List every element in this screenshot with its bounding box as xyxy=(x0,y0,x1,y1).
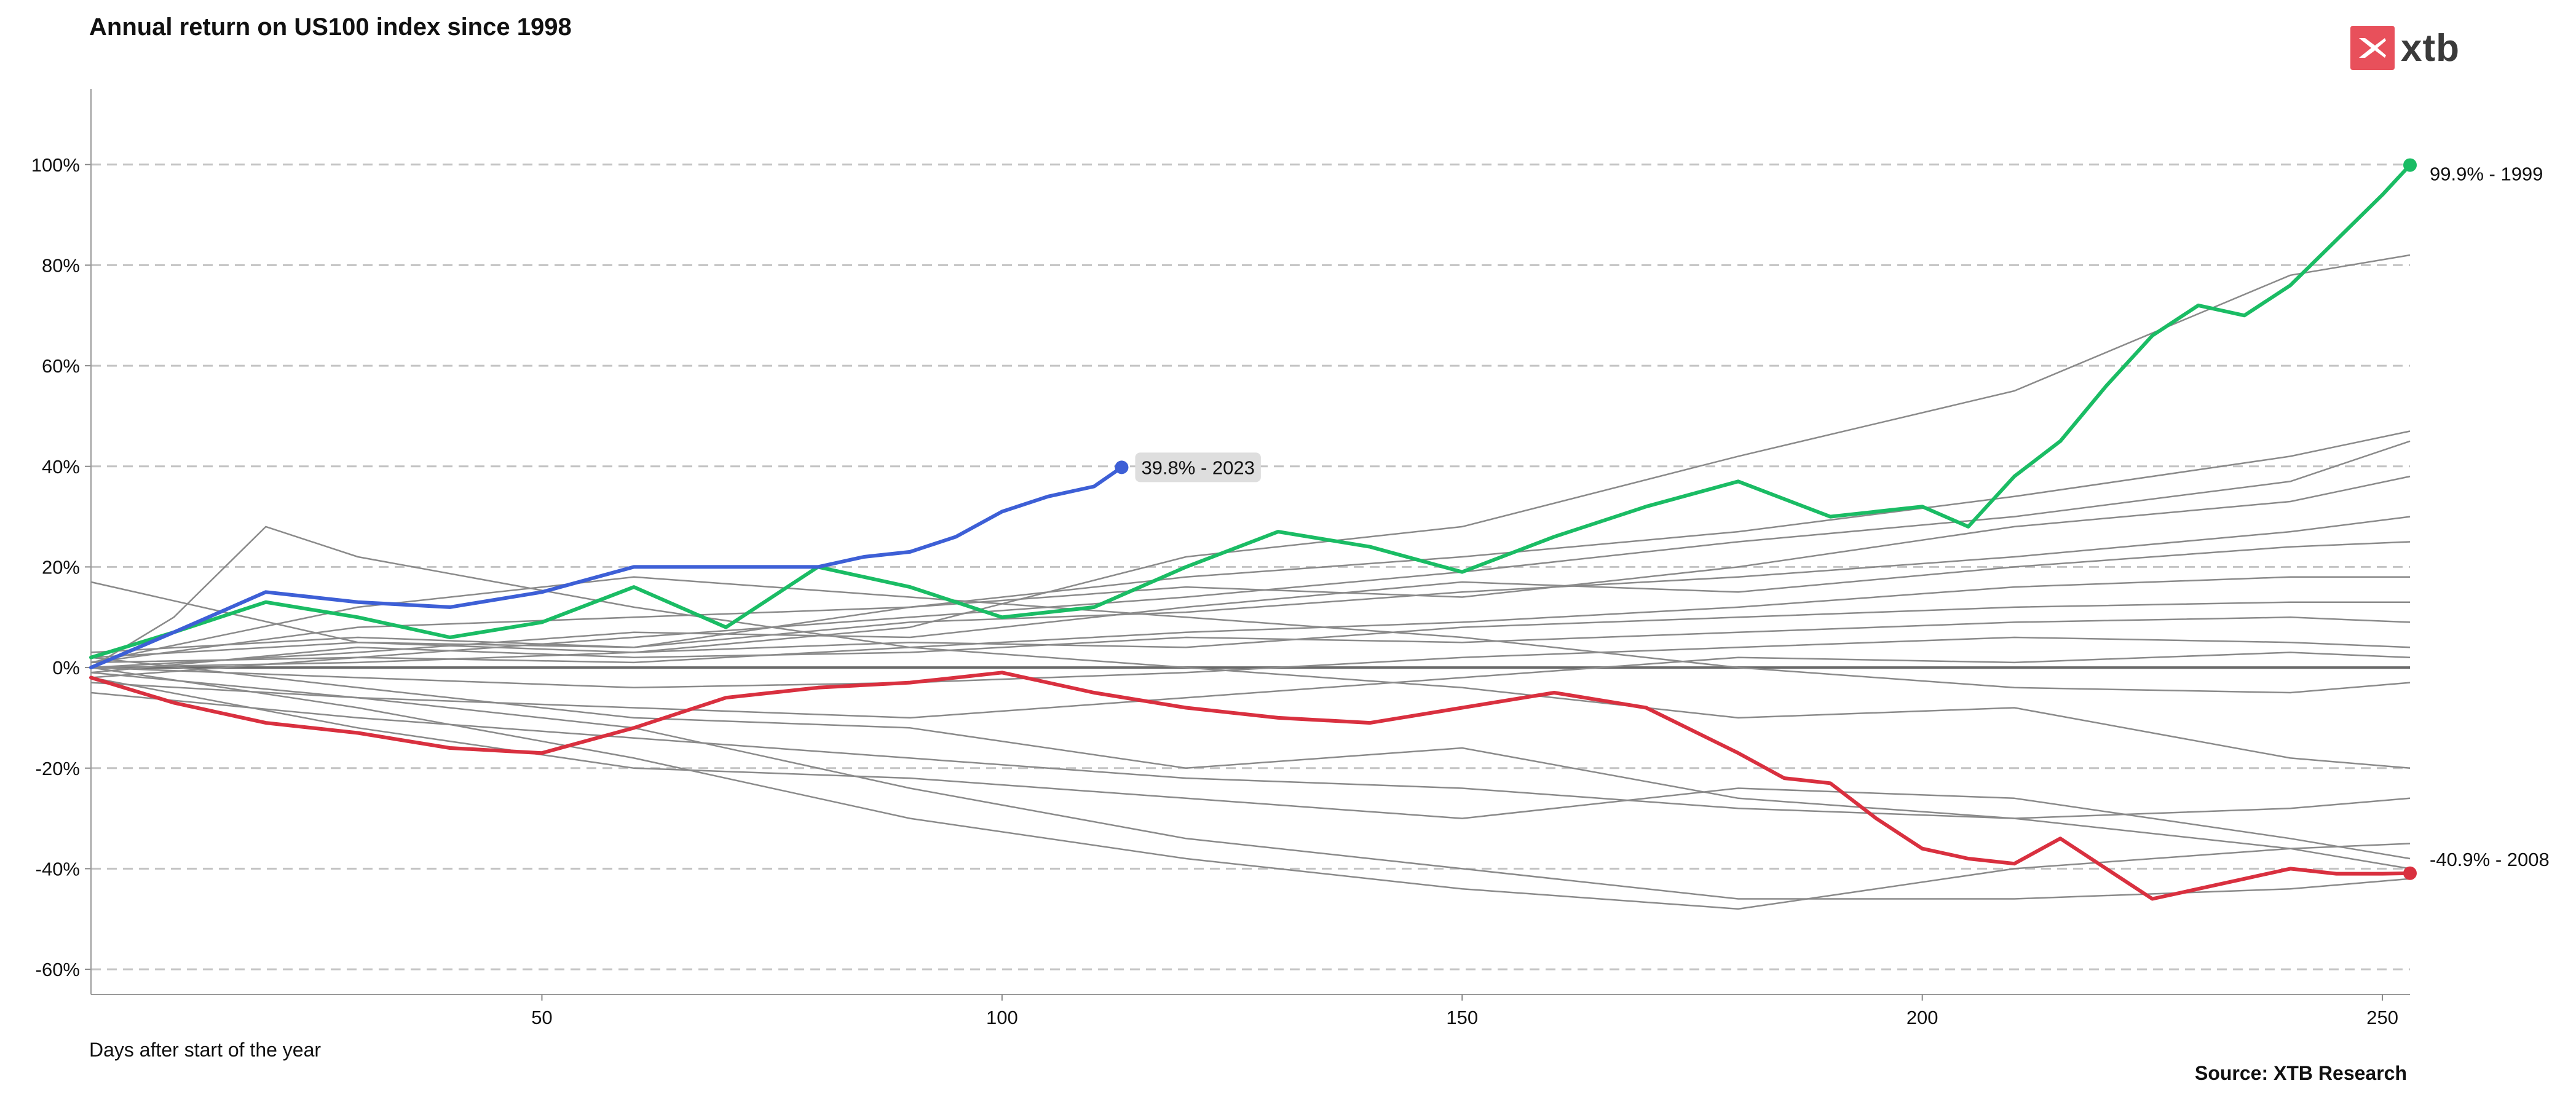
annotation-label-2023: 39.8% - 2023 xyxy=(1141,457,1254,478)
y-tick-label: -40% xyxy=(36,858,80,880)
annotations-group: 99.9% - 1999 39.8% - 2023 -40.9% - 2008 xyxy=(1135,163,2550,870)
annotation-label-2008: -40.9% - 2008 xyxy=(2430,849,2550,870)
background-series-line xyxy=(90,541,2411,669)
series-endpoint-2023 xyxy=(1115,460,1129,474)
background-series-line xyxy=(90,656,2411,870)
xtb-logo-text: xtb xyxy=(2401,26,2460,69)
chart-title: Annual return on US100 index since 1998 xyxy=(89,14,572,41)
y-tick-label: 100% xyxy=(31,154,80,176)
background-series-line xyxy=(90,616,2411,674)
grid-lines xyxy=(91,163,2410,970)
series-endpoint-2008 xyxy=(2403,866,2417,880)
background-series-line xyxy=(90,677,2411,860)
xtb-logo-mark-icon xyxy=(2350,26,2395,70)
x-tick-label: 200 xyxy=(1906,1007,1938,1028)
xtb-logo: xtb xyxy=(2350,26,2460,70)
background-series-line xyxy=(90,601,2410,669)
annotation-label-1999: 99.9% - 1999 xyxy=(2430,163,2543,185)
background-series-line xyxy=(90,525,2411,769)
background-series-line xyxy=(90,672,2411,900)
x-tick-label: 150 xyxy=(1446,1007,1478,1028)
x-tick-label: 250 xyxy=(2366,1007,2398,1028)
y-tick-label: 80% xyxy=(42,254,80,276)
x-tick-label: 100 xyxy=(986,1007,1018,1028)
background-series-line xyxy=(90,666,2411,910)
source-note: Source: XTB Research xyxy=(2194,1062,2407,1084)
y-tick-label: -20% xyxy=(36,758,80,779)
y-tick-label: 60% xyxy=(42,355,80,377)
background-series-line xyxy=(90,691,2411,819)
background-series-line xyxy=(90,576,2411,694)
background-series-line xyxy=(90,636,2411,689)
series-line-2023 xyxy=(89,465,1124,670)
axes: 100% 80% 60% 40% 20% 0% -20% -40% -60% 50 100 150 20… xyxy=(31,89,2410,1028)
y-tick-label: 0% xyxy=(52,657,80,679)
y-tick-label: -60% xyxy=(36,959,80,980)
series-endpoint-1999 xyxy=(2403,158,2417,172)
logo-x-icon xyxy=(2359,38,2386,58)
annotation-box-2023 xyxy=(1135,452,1261,482)
background-series-line xyxy=(90,516,2411,658)
series-line-2008 xyxy=(89,671,2412,901)
x-tick-label: 50 xyxy=(531,1007,552,1028)
background-series-line xyxy=(90,440,2411,679)
highlighted-series-group xyxy=(89,158,2417,901)
y-tick-label: 20% xyxy=(42,556,80,578)
background-series-line xyxy=(90,475,2411,664)
background-series-line xyxy=(90,651,2411,719)
x-axis-label: Days after start of the year xyxy=(89,1039,322,1061)
y-tick-label: 40% xyxy=(42,456,80,478)
series-line-1999 xyxy=(89,163,2412,659)
background-series-group xyxy=(90,254,2411,910)
